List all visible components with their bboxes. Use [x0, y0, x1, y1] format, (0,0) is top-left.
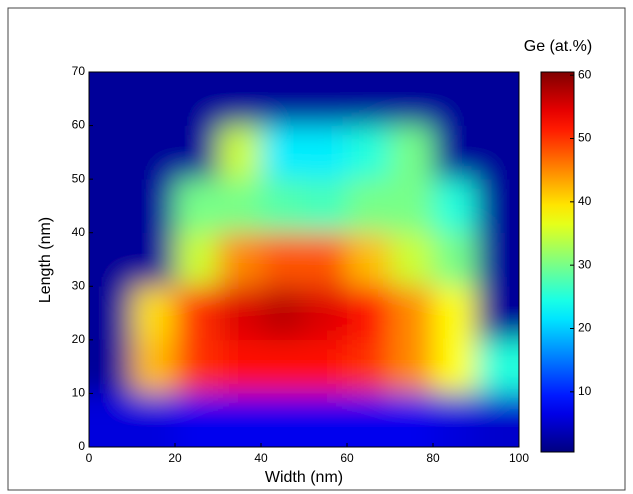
- heatmap-cell: [433, 339, 476, 394]
- y-tick-label: 30: [72, 278, 86, 292]
- heatmap-cell: [347, 179, 390, 233]
- x-tick-label: 80: [426, 451, 440, 465]
- y-tick-label: 40: [72, 225, 86, 239]
- heatmap-cell: [132, 339, 175, 394]
- heatmap-cell: [89, 232, 132, 287]
- heatmap-cell: [261, 179, 304, 233]
- heatmap-cell: [89, 179, 132, 233]
- x-tick-label: 40: [254, 451, 268, 465]
- colorbar-tick-label: 30: [578, 257, 592, 271]
- heatmap-cell: [218, 125, 261, 180]
- heatmap-cell: [476, 286, 519, 340]
- x-axis-label: Width (nm): [265, 469, 343, 486]
- heatmap-cell: [89, 339, 132, 394]
- heatmap-cell: [390, 393, 433, 447]
- heatmap-cell: [89, 125, 132, 180]
- heatmap-cell: [304, 72, 347, 126]
- heatmap-cell: [433, 286, 476, 340]
- heatmap-cell: [347, 393, 390, 447]
- heatmap-cell: [175, 125, 218, 180]
- heatmap-cell: [390, 179, 433, 233]
- heatmap-cell: [304, 125, 347, 180]
- heatmap-cell: [433, 179, 476, 233]
- heatmap-cell: [433, 232, 476, 287]
- x-tick-label: 20: [168, 451, 182, 465]
- heatmap-cell: [261, 393, 304, 447]
- heatmap-cell: [476, 393, 519, 447]
- y-tick-label: 60: [72, 118, 86, 132]
- heatmap-cell: [390, 286, 433, 340]
- heatmap-cell: [132, 125, 175, 180]
- x-tick-label: 60: [340, 451, 354, 465]
- heatmap-cell: [304, 232, 347, 287]
- heatmap-cell: [433, 72, 476, 126]
- colorbar-tick-label: 50: [578, 131, 592, 145]
- heatmap-cell: [218, 393, 261, 447]
- heatmap-cell: [347, 72, 390, 126]
- heatmap-cell: [261, 72, 304, 126]
- y-tick-label: 0: [78, 439, 85, 453]
- y-tick-label: 10: [72, 386, 86, 400]
- heatmap-cell: [132, 393, 175, 447]
- heatmap-cell: [175, 286, 218, 340]
- heatmap-cell: [218, 72, 261, 126]
- x-tick-label: 100: [509, 451, 529, 465]
- heatmap-cell: [261, 232, 304, 287]
- colorbar-label: Ge (at.%): [524, 38, 592, 55]
- heatmap-cell: [390, 72, 433, 126]
- heatmap-cell: [304, 179, 347, 233]
- heatmap-cell: [175, 393, 218, 447]
- heatmap-cell: [218, 179, 261, 233]
- y-tick-label: 20: [72, 332, 86, 346]
- heatmap-cell: [476, 339, 519, 394]
- colorbar-tick-label: 60: [578, 67, 592, 81]
- heatmap-cell: [304, 393, 347, 447]
- heatmap-cell: [261, 286, 304, 340]
- heatmap-cell: [347, 232, 390, 287]
- colorbar-tick-label: 20: [578, 321, 592, 335]
- heatmap-cell: [218, 339, 261, 394]
- heatmap-cell: [175, 179, 218, 233]
- heatmap-cell: [304, 286, 347, 340]
- heatmap-cell: [347, 339, 390, 394]
- heatmap-cell: [175, 72, 218, 126]
- heatmap-cell: [132, 72, 175, 126]
- heatmap-cell: [175, 339, 218, 394]
- heatmap-cell: [304, 339, 347, 394]
- heatmap-cell: [261, 339, 304, 394]
- x-tick-label: 0: [86, 451, 93, 465]
- colorbar: [540, 71, 575, 453]
- heatmap-cell: [347, 125, 390, 180]
- heatmap-cell: [476, 232, 519, 287]
- heatmap-cell: [433, 393, 476, 447]
- y-tick-label: 50: [72, 171, 86, 185]
- heatmap-cell: [433, 125, 476, 180]
- plot-frame: [88, 71, 520, 448]
- heatmap-cell: [476, 179, 519, 233]
- heatmap-cell: [218, 232, 261, 287]
- y-tick-label: 70: [72, 64, 86, 78]
- heatmap: [89, 72, 519, 447]
- heatmap-cell: [476, 72, 519, 126]
- heatmap-cell: [476, 125, 519, 180]
- heatmap-cell: [132, 232, 175, 287]
- heatmap-cell: [89, 72, 132, 126]
- y-axis-label: Length (nm): [37, 217, 54, 303]
- heatmap-cell: [390, 125, 433, 180]
- heatmap-cell: [89, 393, 132, 447]
- heatmap-cell: [390, 339, 433, 394]
- heatmap-cell: [132, 179, 175, 233]
- colorbar-tick-label: 40: [578, 194, 592, 208]
- heatmap-cell: [390, 232, 433, 287]
- heatmap-cell: [175, 232, 218, 287]
- heatmap-cell: [89, 286, 132, 340]
- heatmap-cell: [261, 125, 304, 180]
- heatmap-cell: [132, 286, 175, 340]
- heatmap-cell: [347, 286, 390, 340]
- heatmap-cell: [218, 286, 261, 340]
- colorbar-tick-label: 10: [578, 384, 592, 398]
